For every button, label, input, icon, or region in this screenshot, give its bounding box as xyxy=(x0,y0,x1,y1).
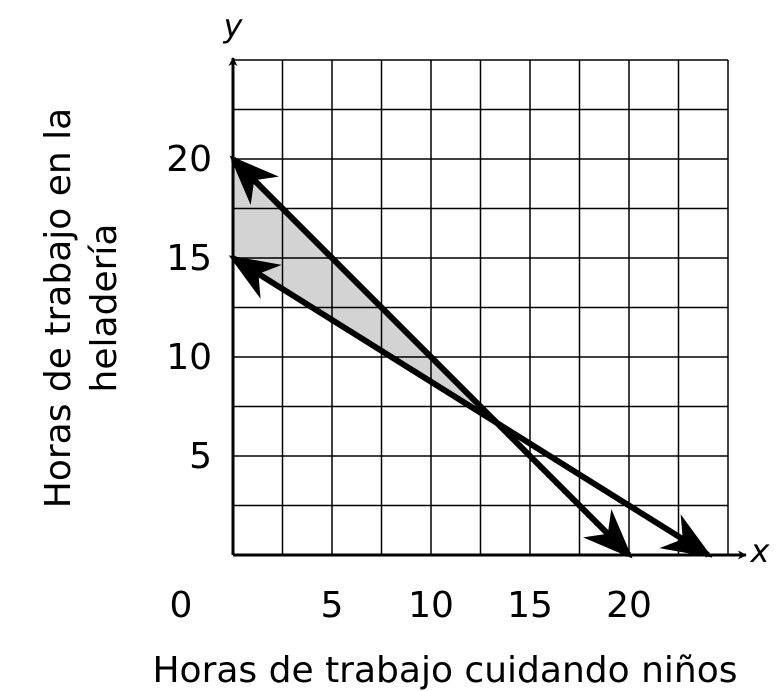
y-tick-label: 20 xyxy=(166,139,212,180)
x-tick-label: 0 xyxy=(170,585,193,626)
x-tick-label: 5 xyxy=(321,585,344,626)
y-tick-label: 5 xyxy=(189,436,212,477)
x-tick-label: 10 xyxy=(408,585,454,626)
y-tick-label: 10 xyxy=(166,337,212,378)
y-axis-title-line: Horas de trabajo en la xyxy=(38,108,79,508)
x-axis-name: x xyxy=(750,532,771,570)
y-axis-title-line: heladería xyxy=(84,224,125,393)
x-axis-title: Horas de trabajo cuidando niños xyxy=(152,650,737,691)
x-tick-label: 15 xyxy=(507,585,553,626)
line xyxy=(228,255,713,558)
y-axis-name: y xyxy=(223,7,244,45)
x-tick-label: 20 xyxy=(606,585,652,626)
y-tick-label: 15 xyxy=(166,238,212,279)
y-axis-title: Horas de trabajo en la heladería xyxy=(38,108,125,508)
